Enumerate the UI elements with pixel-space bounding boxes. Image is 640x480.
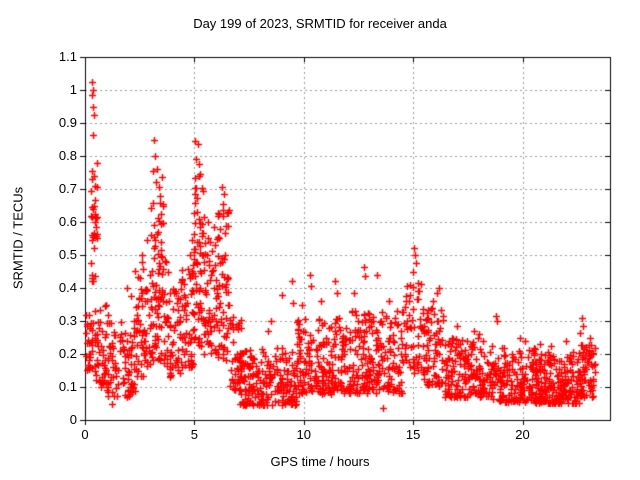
x-tick-label: 20 bbox=[515, 427, 530, 442]
y-tick-label: 0.8 bbox=[58, 148, 77, 163]
y-tick-label: 0 bbox=[69, 412, 77, 427]
x-tick-label: 10 bbox=[296, 427, 311, 442]
x-tick-label: 15 bbox=[405, 427, 421, 442]
y-tick-label: 0.5 bbox=[58, 247, 77, 262]
x-tick-label: 0 bbox=[81, 427, 89, 442]
y-tick-label: 1.1 bbox=[58, 49, 77, 64]
x-axis-label: GPS time / hours bbox=[270, 454, 370, 469]
y-tick-label: 0.9 bbox=[58, 115, 77, 130]
chart-title: Day 199 of 2023, SRMTID for receiver and… bbox=[193, 16, 447, 31]
y-tick-label: 0.7 bbox=[58, 181, 77, 196]
x-tick-label: 5 bbox=[190, 427, 198, 442]
y-tick-label: 0.2 bbox=[58, 346, 77, 361]
y-tick-label: 0.3 bbox=[58, 313, 77, 328]
y-tick-label: 0.1 bbox=[58, 379, 77, 394]
y-tick-label: 0.4 bbox=[58, 280, 77, 295]
y-axis-label: SRMTID / TECUs bbox=[10, 186, 26, 290]
y-tick-label: 1 bbox=[69, 82, 77, 97]
y-tick-label: 0.6 bbox=[58, 214, 77, 229]
